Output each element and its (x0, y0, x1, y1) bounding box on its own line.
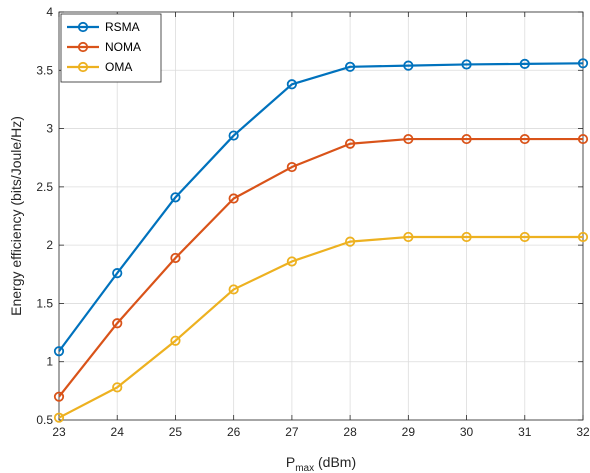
y-tick-label: 2.5 (36, 180, 53, 194)
y-tick-label: 1 (46, 355, 53, 369)
x-tick-label: 25 (169, 425, 183, 439)
data-point-oma (577, 231, 589, 243)
y-axis-label: Energy efficiency (bits/Joule/Hz) (8, 116, 24, 316)
data-point-noma (286, 161, 297, 173)
y-tick-label: 3.5 (36, 63, 53, 77)
data-point-rsma (286, 79, 297, 90)
legend-marker-rsma (77, 21, 89, 33)
data-point-noma (461, 133, 472, 145)
legend: RSMA NOMA OMA (60, 13, 162, 83)
data-point-oma (170, 335, 181, 346)
legend-marker-noma (77, 41, 89, 53)
data-point-rsma (228, 130, 239, 141)
x-tick-label: 23 (52, 425, 66, 439)
data-point-noma (112, 318, 123, 329)
data-point-noma (53, 391, 65, 402)
data-point-oma (519, 231, 530, 243)
legend-marker-oma (77, 61, 89, 73)
data-point-oma (112, 382, 123, 393)
data-point-oma (403, 231, 414, 243)
data-point-oma (286, 256, 297, 267)
data-point-rsma (577, 58, 589, 69)
x-tick-label: 31 (518, 425, 532, 439)
data-point-rsma (345, 61, 356, 72)
legend-label-oma: OMA (105, 60, 132, 74)
x-tick-label: 28 (343, 425, 357, 439)
series-group (53, 58, 589, 423)
x-tick-label: 27 (285, 425, 299, 439)
y-tick-label: 0.5 (36, 413, 53, 427)
data-point-noma (577, 133, 589, 145)
x-tick-label: 24 (111, 425, 125, 439)
x-tick-label: 30 (460, 425, 474, 439)
y-tick-label: 4 (46, 5, 53, 19)
data-point-noma (228, 193, 239, 204)
data-point-oma (228, 284, 239, 295)
series-line-rsma (58, 62, 584, 352)
data-point-rsma (112, 268, 123, 279)
data-point-oma (53, 412, 65, 423)
data-point-noma (519, 133, 530, 145)
data-point-noma (170, 252, 181, 264)
data-point-noma (345, 138, 356, 149)
data-point-rsma (170, 192, 181, 203)
y-tick-label: 1.5 (36, 296, 53, 310)
x-tick-label: 32 (576, 425, 590, 439)
data-point-oma (461, 231, 472, 243)
data-point-noma (403, 133, 414, 145)
series-line-oma (58, 235, 583, 419)
data-point-oma (345, 236, 356, 247)
plot-frame (58, 11, 584, 421)
data-point-rsma (53, 346, 65, 357)
data-point-rsma (461, 59, 472, 70)
legend-label-rsma: RSMA (105, 20, 140, 34)
y-tick-label: 2 (46, 238, 53, 252)
x-tick-label: 26 (227, 425, 241, 439)
x-axis-label-subscript: max (295, 463, 314, 473)
legend-label-noma: NOMA (105, 40, 141, 54)
x-axis-label: Pmax (dBm) (286, 454, 356, 473)
data-point-rsma (403, 60, 414, 71)
series-line-noma (58, 137, 583, 398)
y-tick-label: 3 (46, 122, 53, 136)
data-point-rsma (519, 58, 530, 69)
x-tick-label: 29 (402, 425, 416, 439)
